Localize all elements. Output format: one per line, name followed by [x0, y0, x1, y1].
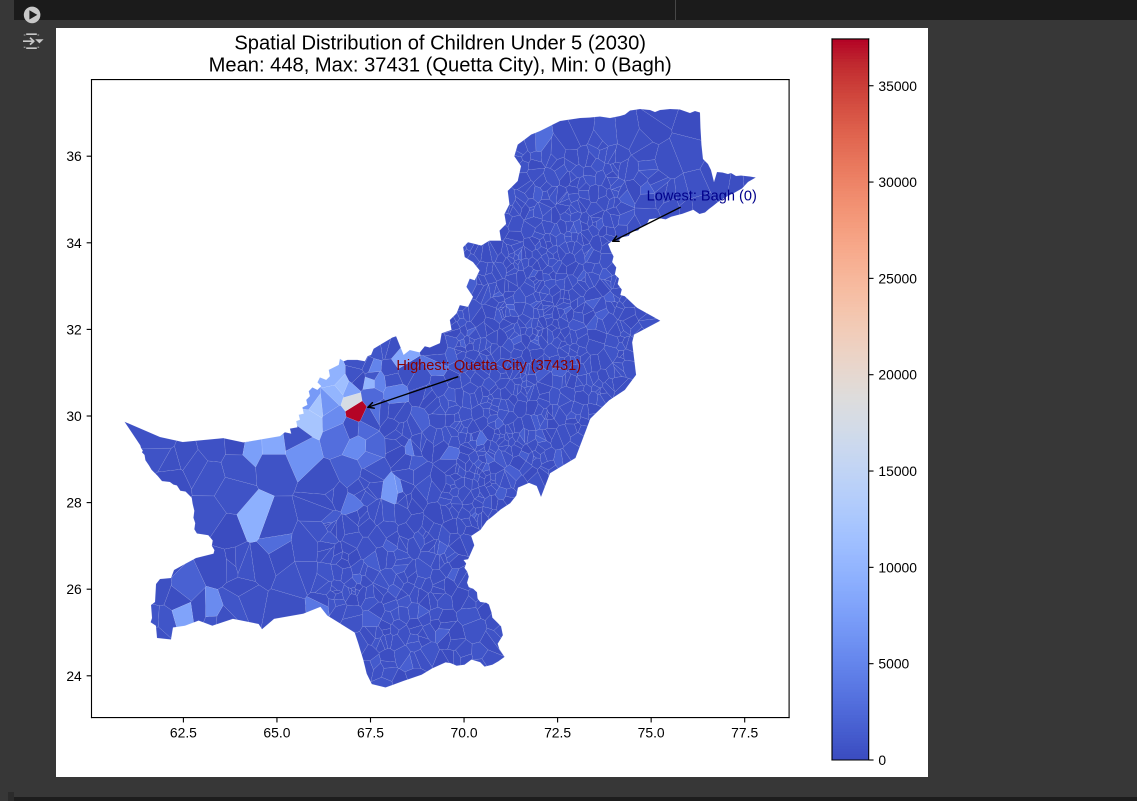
svg-text:24: 24	[66, 668, 82, 684]
svg-text:5000: 5000	[878, 656, 909, 672]
svg-text:10000: 10000	[878, 559, 917, 575]
svg-text:26: 26	[66, 581, 82, 597]
svg-text:34: 34	[66, 235, 82, 251]
svg-text:28: 28	[66, 495, 82, 511]
svg-text:62.5: 62.5	[170, 724, 197, 740]
svg-text:Lowest: Bagh (0): Lowest: Bagh (0)	[647, 188, 757, 204]
svg-text:0: 0	[878, 752, 886, 768]
svg-text:72.5: 72.5	[544, 724, 571, 740]
svg-text:32: 32	[66, 321, 82, 337]
svg-text:65.0: 65.0	[263, 724, 290, 740]
svg-text:70.0: 70.0	[451, 724, 478, 740]
svg-text:36: 36	[66, 148, 82, 164]
svg-text:15000: 15000	[878, 463, 917, 479]
svg-text:30: 30	[66, 408, 82, 424]
svg-text:25000: 25000	[878, 270, 917, 286]
svg-text:35000: 35000	[878, 78, 917, 94]
svg-text:67.5: 67.5	[357, 724, 384, 740]
svg-text:Highest: Quetta City (37431): Highest: Quetta City (37431)	[396, 358, 581, 374]
svg-text:75.0: 75.0	[638, 724, 665, 740]
svg-text:77.5: 77.5	[731, 724, 758, 740]
svg-text:Mean: 448, Max: 37431 (Quetta: Mean: 448, Max: 37431 (Quetta City), Min…	[209, 54, 672, 76]
svg-text:Spatial Distribution of Childr: Spatial Distribution of Children Under 5…	[234, 33, 646, 55]
svg-text:20000: 20000	[878, 367, 917, 383]
svg-text:30000: 30000	[878, 174, 917, 190]
